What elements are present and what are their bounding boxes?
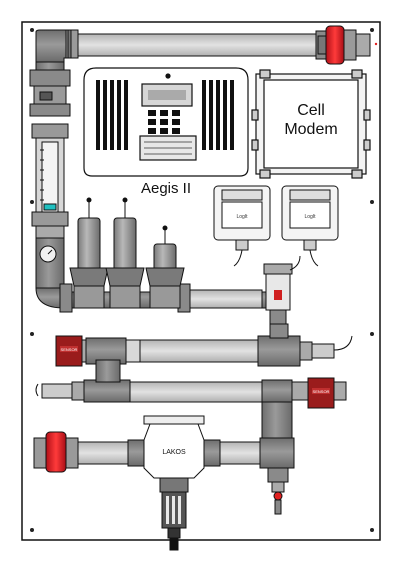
flow-switch [263,255,301,327]
lower-middle-pipe-run [35,359,347,403]
logger-1-label: LogIt [236,214,248,220]
controller-relays [144,141,192,155]
lakos-label: LAKOS [162,449,186,456]
controller-keypad[interactable] [148,110,180,134]
drain-valve[interactable] [271,481,285,515]
cell-modem-box [251,69,371,179]
aegis-title: Aegis II [141,180,191,197]
logger-2-label: LogIt [304,214,316,220]
pressure-gauge-left [35,237,65,289]
mounting-holes [30,28,374,532]
flow-rotameter [31,123,69,239]
left-union-valve[interactable] [29,69,71,117]
sensor-probe-1 [69,197,109,309]
red-ball-valve-top[interactable] [317,25,378,65]
red-sensor-right: SENSOR [307,377,335,409]
svg-text:SENSOR: SENSOR [61,347,78,352]
svg-text:SENSOR: SENSOR [313,389,330,394]
sensor-probe-3 [145,225,185,309]
cell-modem-label-line1: Cell [297,102,325,119]
controller-vent-left [96,80,128,150]
aegis-controller[interactable] [83,67,249,177]
controller-vent-right [202,80,234,150]
red-ball-valve-bottom[interactable] [45,431,67,473]
logger-2[interactable] [281,185,339,267]
red-sensor-left: SENSOR [55,335,83,367]
lakos-separator [143,415,205,551]
logger-1[interactable] [213,185,271,267]
sensor-probe-2 [105,197,145,309]
cell-modem-label-line2: Modem [284,121,337,138]
